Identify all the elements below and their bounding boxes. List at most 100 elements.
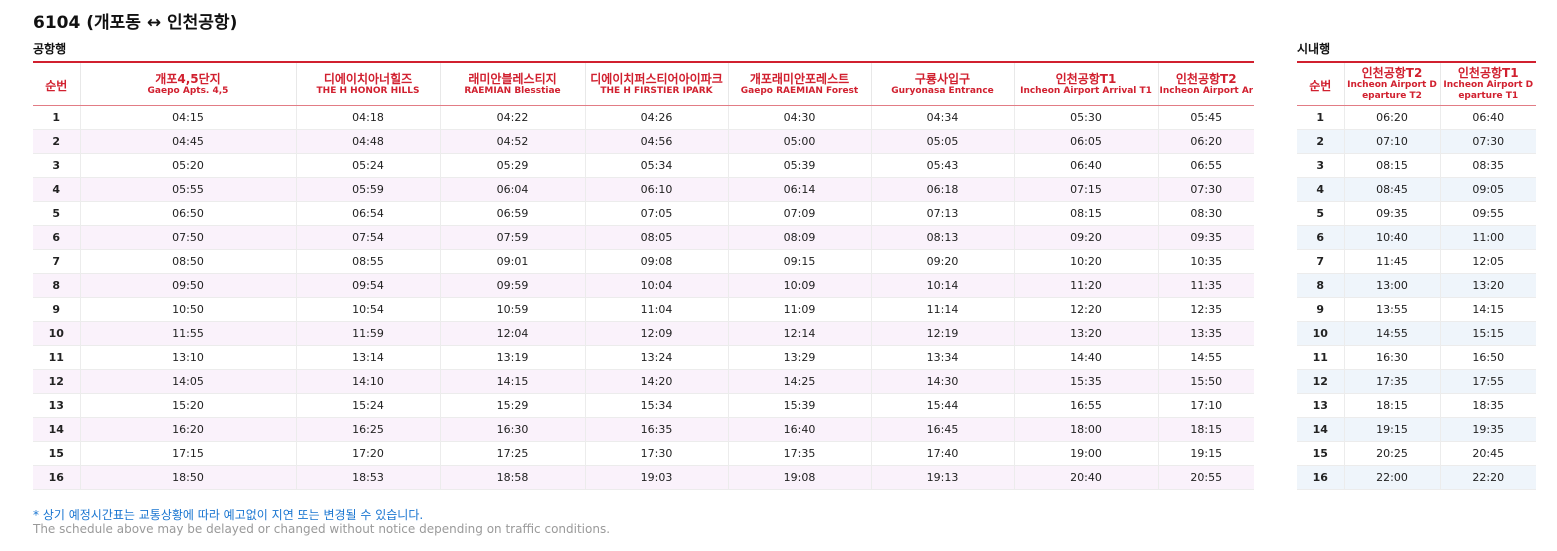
departure-time: 11:35 — [1157, 273, 1254, 298]
departure-time: 06:20 — [1343, 105, 1440, 130]
departure-time: 18:15 — [1343, 393, 1440, 418]
seq-header: 순번 — [33, 62, 80, 106]
departure-time: 06:54 — [295, 201, 440, 226]
sequence-number: 2 — [33, 129, 80, 154]
departure-time: 08:35 — [1439, 153, 1536, 178]
departure-time: 18:53 — [295, 465, 440, 490]
departure-time: 05:59 — [295, 177, 440, 202]
departure-time: 12:35 — [1157, 297, 1254, 322]
table-row: 14 19:15 19:35 — [1297, 417, 1536, 442]
table-row: 16 18:50 18:53 18:58 19:03 19:08 19:13 20:40 20:… — [33, 465, 1254, 490]
table-row: 8 09:50 09:54 09:59 10:04 10:09 10:14 11:20 11:3… — [33, 273, 1254, 298]
departure-time: 05:55 — [79, 177, 296, 202]
departure-time: 19:00 — [1013, 441, 1158, 466]
departure-time: 20:55 — [1157, 465, 1254, 490]
departure-time: 19:13 — [870, 465, 1014, 490]
departure-time: 06:40 — [1013, 153, 1158, 178]
stop-header-departure-t1: 인천공항T1 Incheon Airport Departure T1 — [1439, 62, 1536, 106]
sequence-number: 5 — [1297, 201, 1344, 226]
departure-time: 07:13 — [870, 201, 1014, 226]
departure-time: 13:35 — [1157, 321, 1254, 346]
departure-time: 04:26 — [584, 105, 728, 130]
departure-time: 11:55 — [79, 321, 296, 346]
departure-time: 11:59 — [295, 321, 440, 346]
departure-time: 10:04 — [584, 273, 728, 298]
table-row: 4 08:45 09:05 — [1297, 177, 1536, 202]
stop-header-firstier-ipark: 디에이치퍼스티어아이파크 THE H FIRSTIER IPARK — [584, 62, 728, 106]
departure-time: 17:15 — [79, 441, 296, 466]
sequence-number: 10 — [33, 321, 80, 346]
departure-time: 13:20 — [1013, 321, 1158, 346]
sequence-number: 5 — [33, 201, 80, 226]
departure-time: 06:14 — [727, 177, 871, 202]
departure-time: 05:00 — [727, 129, 871, 154]
departure-time: 09:05 — [1439, 177, 1536, 202]
departure-time: 04:48 — [295, 129, 440, 154]
stop-header-airport-t1: 인천공항T1 Incheon Airport Arrival T1 — [1013, 62, 1158, 106]
table-row: 6 07:50 07:54 07:59 08:05 08:09 08:13 09:20 09:3… — [33, 225, 1254, 250]
sequence-number: 3 — [33, 153, 80, 178]
airbound-timetable: 순번 개포4,5단지 Gaepo Apts. 4,5 디에이치아너힐즈 THE H … — [33, 61, 1254, 490]
departure-time: 05:29 — [439, 153, 585, 178]
departure-time: 12:09 — [584, 321, 728, 346]
departure-time: 17:55 — [1439, 369, 1536, 394]
sequence-number: 13 — [1297, 393, 1344, 418]
table-row: 2 04:45 04:48 04:52 04:56 05:00 05:05 06:05 06:2… — [33, 129, 1254, 154]
departure-time: 06:40 — [1439, 105, 1536, 130]
departure-time: 08:50 — [79, 249, 296, 274]
departure-time: 04:18 — [295, 105, 440, 130]
departure-time: 18:50 — [79, 465, 296, 490]
sequence-number: 12 — [1297, 369, 1344, 394]
stop-header-guryongsa: 구룡사입구 Guryonasa Entrance — [870, 62, 1014, 106]
departure-time: 11:45 — [1343, 249, 1440, 274]
departure-time: 16:40 — [727, 417, 871, 442]
departure-time: 14:40 — [1013, 345, 1158, 370]
departure-time: 13:14 — [295, 345, 440, 370]
table-row: 15 20:25 20:45 — [1297, 441, 1536, 466]
departure-time: 04:56 — [584, 129, 728, 154]
table-row: 3 05:20 05:24 05:29 05:34 05:39 05:43 06:40 06:5… — [33, 153, 1254, 178]
departure-time: 12:04 — [439, 321, 585, 346]
departure-time: 14:25 — [727, 369, 871, 394]
stop-header-gaepo-4-5: 개포4,5단지 Gaepo Apts. 4,5 — [79, 62, 296, 106]
table-row: 5 06:50 06:54 06:59 07:05 07:09 07:13 08:15 08:3… — [33, 201, 1254, 226]
departure-time: 08:13 — [870, 225, 1014, 250]
table-row: 9 10:50 10:54 10:59 11:04 11:09 11:14 12:20 12:3… — [33, 297, 1254, 322]
sequence-number: 7 — [33, 249, 80, 274]
departure-time: 07:54 — [295, 225, 440, 250]
departure-time: 15:35 — [1013, 369, 1158, 394]
departure-time: 19:15 — [1343, 417, 1440, 442]
sequence-number: 1 — [33, 105, 80, 130]
sequence-number: 15 — [33, 441, 80, 466]
departure-time: 09:50 — [79, 273, 296, 298]
departure-time: 06:59 — [439, 201, 585, 226]
sequence-number: 8 — [33, 273, 80, 298]
sequence-number: 6 — [1297, 225, 1344, 250]
departure-time: 20:40 — [1013, 465, 1158, 490]
departure-time: 05:24 — [295, 153, 440, 178]
departure-time: 14:55 — [1343, 321, 1440, 346]
stop-header-departure-t2: 인천공항T2 Incheon Airport Departure T2 — [1343, 62, 1440, 106]
departure-time: 08:09 — [727, 225, 871, 250]
route-title: 6104 (개포동 ↔ 인천공항) — [33, 13, 238, 33]
departure-time: 12:05 — [1439, 249, 1536, 274]
departure-time: 06:50 — [79, 201, 296, 226]
departure-time: 15:34 — [584, 393, 728, 418]
sequence-number: 10 — [1297, 321, 1344, 346]
departure-time: 06:04 — [439, 177, 585, 202]
table-row: 6 10:40 11:00 — [1297, 225, 1536, 250]
departure-time: 06:18 — [870, 177, 1014, 202]
departure-time: 04:45 — [79, 129, 296, 154]
departure-time: 09:55 — [1439, 201, 1536, 226]
departure-time: 05:30 — [1013, 105, 1158, 130]
departure-time: 13:34 — [870, 345, 1014, 370]
departure-time: 04:15 — [79, 105, 296, 130]
departure-time: 18:00 — [1013, 417, 1158, 442]
sequence-number: 15 — [1297, 441, 1344, 466]
departure-time: 13:55 — [1343, 297, 1440, 322]
departure-time: 09:20 — [870, 249, 1014, 274]
departure-time: 16:55 — [1013, 393, 1158, 418]
airbound-header-row: 순번 개포4,5단지 Gaepo Apts. 4,5 디에이치아너힐즈 THE H … — [33, 62, 1254, 106]
departure-time: 08:15 — [1343, 153, 1440, 178]
departure-time: 13:10 — [79, 345, 296, 370]
